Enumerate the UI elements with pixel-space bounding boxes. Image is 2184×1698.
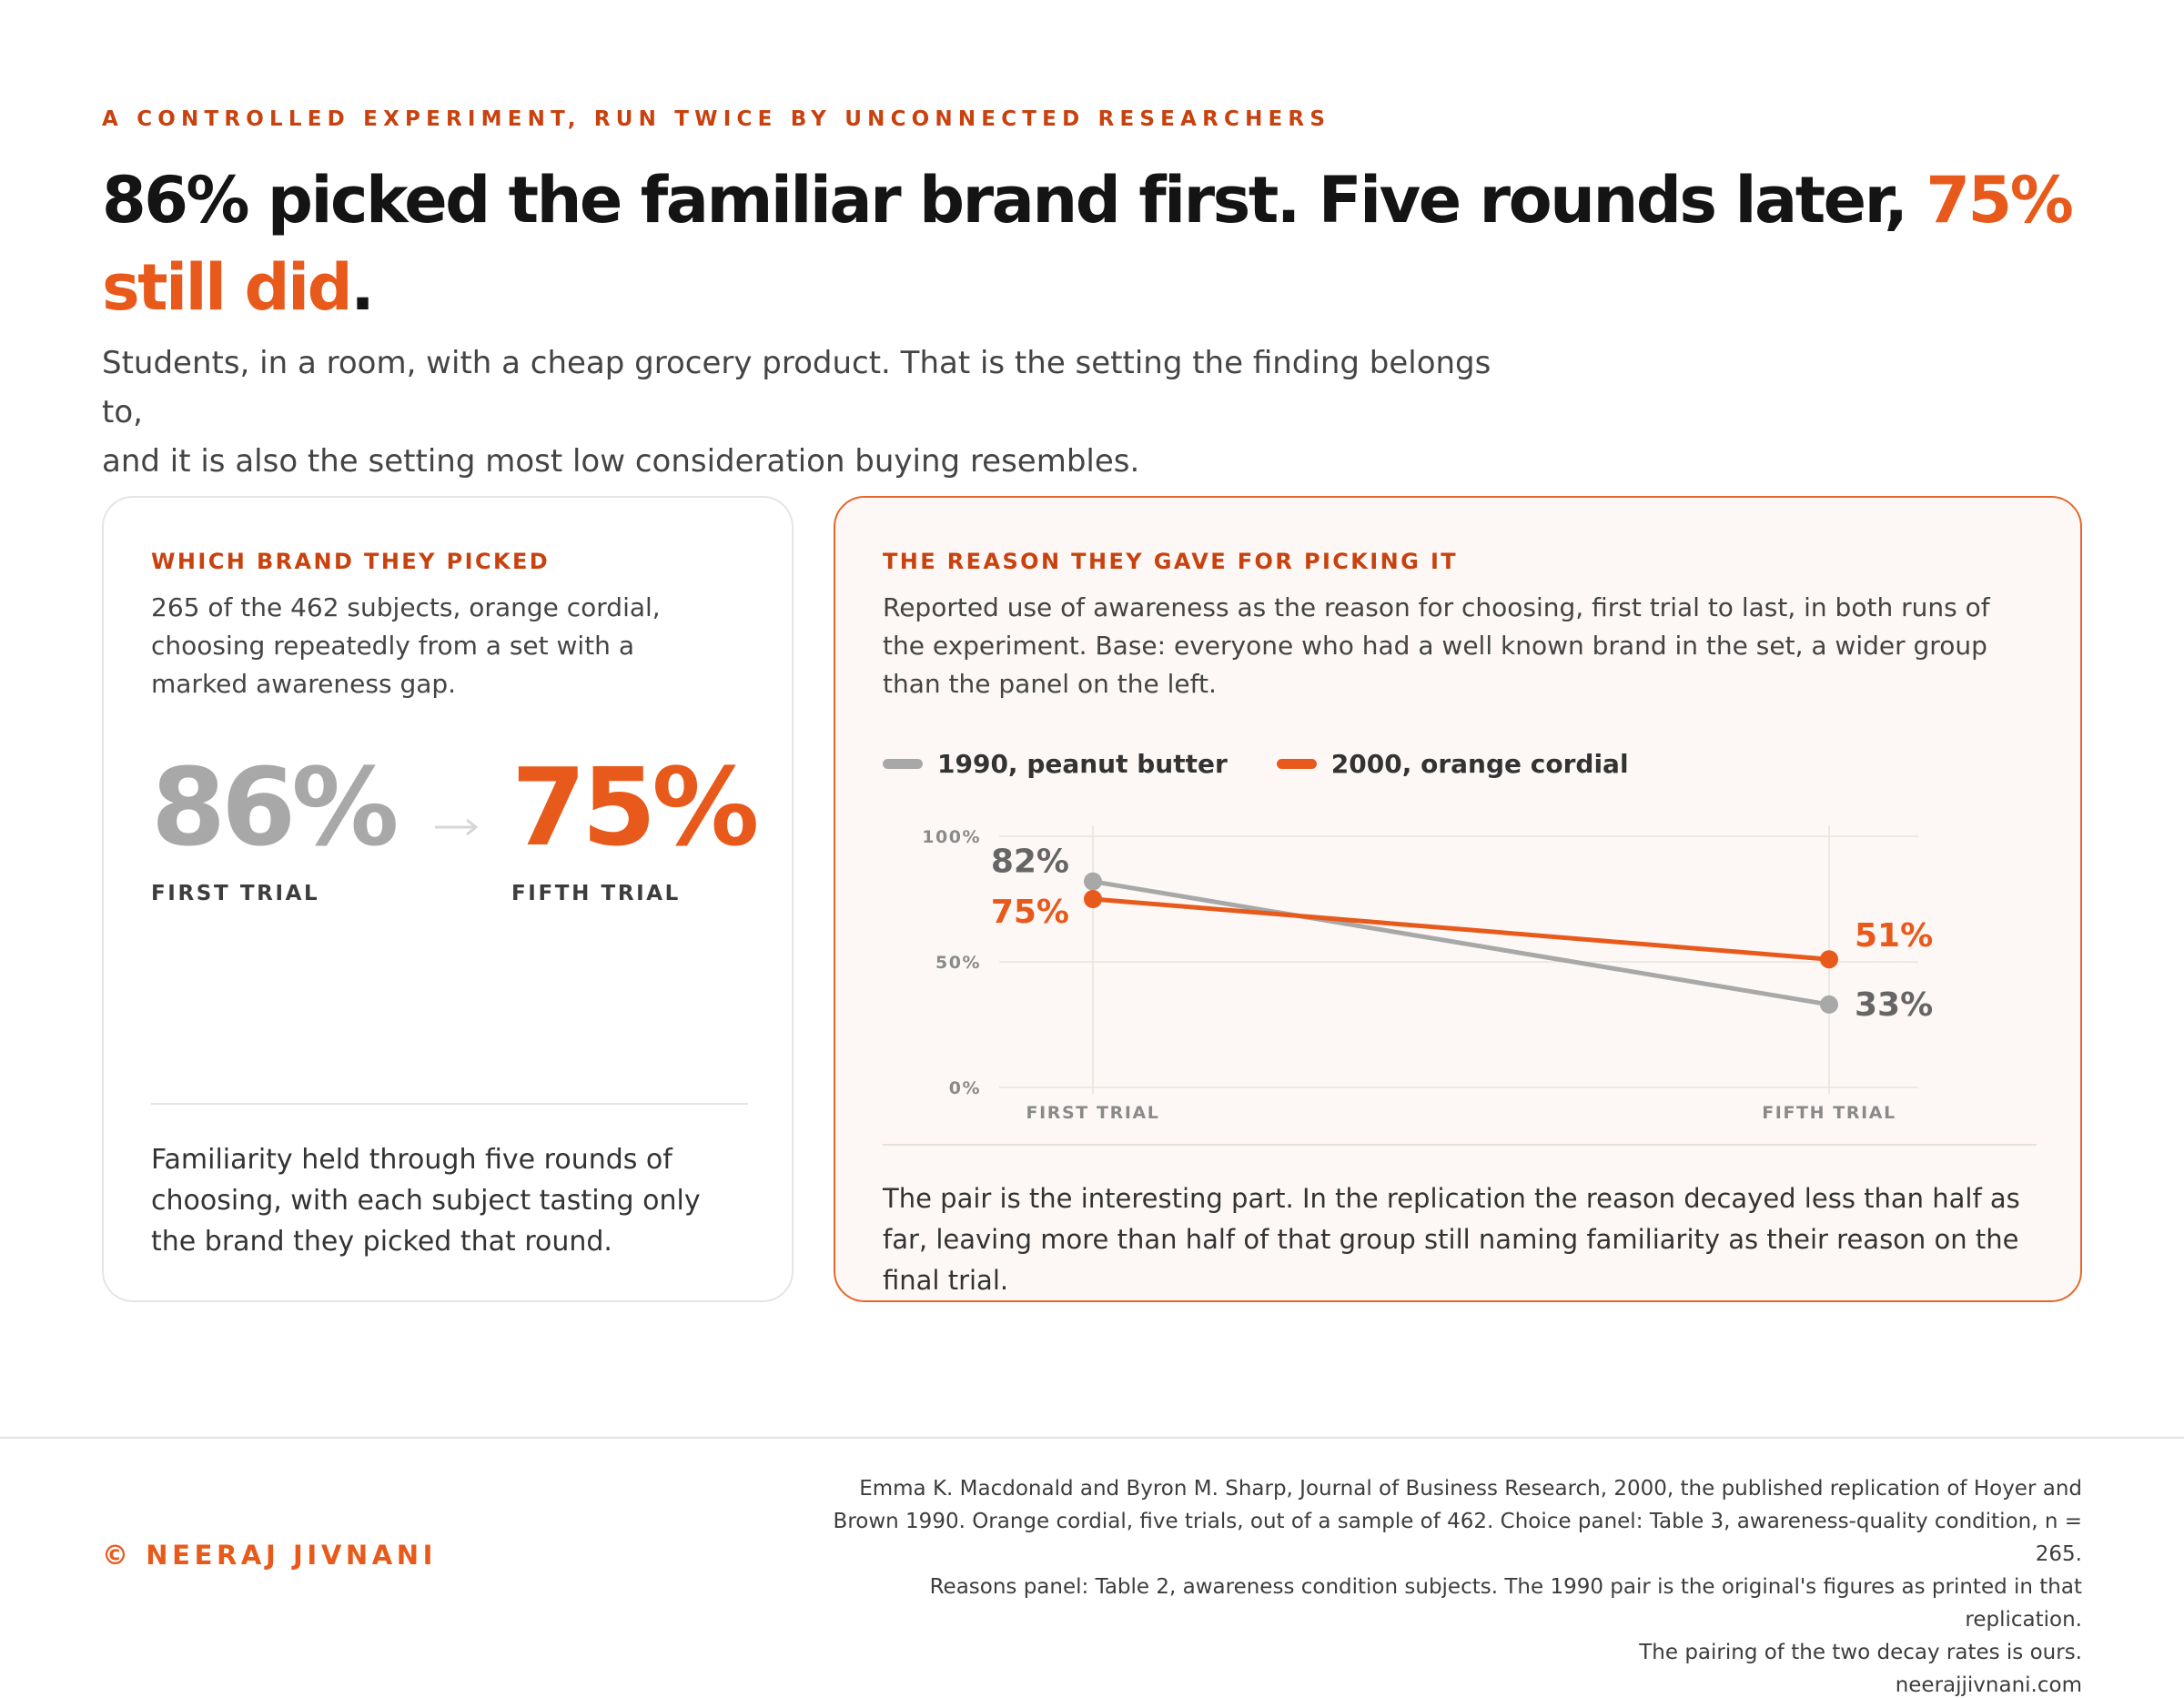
reason-note: The pair is the interesting part. In the… <box>883 1183 2020 1296</box>
data-point <box>1084 890 1102 908</box>
reason-description: Reported use of awareness as the reason … <box>883 592 1990 699</box>
y-tick-label: 50% <box>935 953 981 973</box>
source-line: Emma K. Macdonald and Byron M. Sharp, Jo… <box>859 1477 2082 1501</box>
reason-line-chart: 0% 50% 100% FIRST TRIAL FIFTH TRIAL 82% 33% 75%… <box>922 825 1933 1123</box>
headline-accent: 75% still did <box>102 163 2074 325</box>
brand-choice-note: Familiarity held through five rounds of … <box>151 1144 701 1258</box>
fifth-trial-caption: FIFTH TRIAL <box>511 882 681 905</box>
legend-swatch-1990 <box>883 759 923 769</box>
subtitle-line-2: and it is also the setting most low cons… <box>102 443 1140 480</box>
source-website: neerajjivnani.com <box>1895 1673 2082 1697</box>
subtitle-line-1: Students, in a room, with a cheap grocer… <box>102 345 1491 430</box>
brand-choice-description: 265 of the 462 subjects, orange cordial,… <box>151 592 661 699</box>
data-point <box>1820 950 1838 969</box>
data-label: 82% <box>991 844 1069 881</box>
divider <box>151 1103 748 1105</box>
series-line <box>1090 879 1832 1007</box>
series-line <box>1090 896 1832 962</box>
source-line: Brown 1990. Orange cordial, five trials,… <box>833 1510 2082 1566</box>
brand-choice-label: WHICH BRAND THEY PICKED <box>151 549 551 574</box>
data-point <box>1820 995 1838 1014</box>
source-line: The pairing of the two decay rates is ou… <box>1639 1641 2082 1664</box>
source-note: Emma K. Macdonald and Byron M. Sharp, Jo… <box>808 1472 2082 1698</box>
reason-label: THE REASON THEY GAVE FOR PICKING IT <box>883 549 1459 574</box>
legend-item-2000: 2000, orange cordial <box>1276 749 1629 779</box>
x-tick-label: FIRST TRIAL <box>1026 1103 1159 1123</box>
x-tick-label: FIFTH TRIAL <box>1762 1103 1896 1123</box>
legend-item-1990: 1990, peanut butter <box>883 749 1228 779</box>
author-brand: © NEERAJ JIVNANI <box>102 1540 438 1571</box>
first-trial-value: 86% <box>151 744 399 870</box>
data-label: 33% <box>1855 986 1933 1024</box>
data-label: 51% <box>1855 917 1933 955</box>
source-line: Reasons panel: Table 2, awareness condit… <box>929 1575 2082 1632</box>
arrow-right-icon <box>435 818 479 836</box>
headline: 86% picked the familiar brand first. Fiv… <box>102 157 2086 331</box>
legend-swatch-2000 <box>1276 759 1317 769</box>
reason-panel: THE REASON THEY GAVE FOR PICKING IT Repo… <box>834 496 2082 1302</box>
legend-label-2000: 2000, orange cordial <box>1330 749 1629 779</box>
fifth-trial-value: 75% <box>511 744 759 870</box>
data-point <box>1084 872 1102 891</box>
first-trial-caption: FIRST TRIAL <box>151 882 320 905</box>
eyebrow: A CONTROLLED EXPERIMENT, RUN TWICE BY UN… <box>102 107 1331 131</box>
y-tick-label: 0% <box>949 1078 981 1098</box>
chart-legend: 1990, peanut butter 2000, orange cordial <box>883 749 1678 779</box>
y-tick-label: 100% <box>922 827 981 847</box>
subtitle: Students, in a room, with a cheap grocer… <box>102 339 1522 486</box>
headline-end: . <box>350 250 375 325</box>
legend-label-1990: 1990, peanut butter <box>937 749 1228 779</box>
brand-choice-panel: WHICH BRAND THEY PICKED 265 of the 462 s… <box>102 496 794 1302</box>
data-label: 75% <box>991 894 1069 931</box>
headline-part1: 86% picked the familiar brand first. Fiv… <box>102 163 1926 238</box>
divider <box>883 1144 2037 1146</box>
footer-rule <box>0 1437 2184 1439</box>
